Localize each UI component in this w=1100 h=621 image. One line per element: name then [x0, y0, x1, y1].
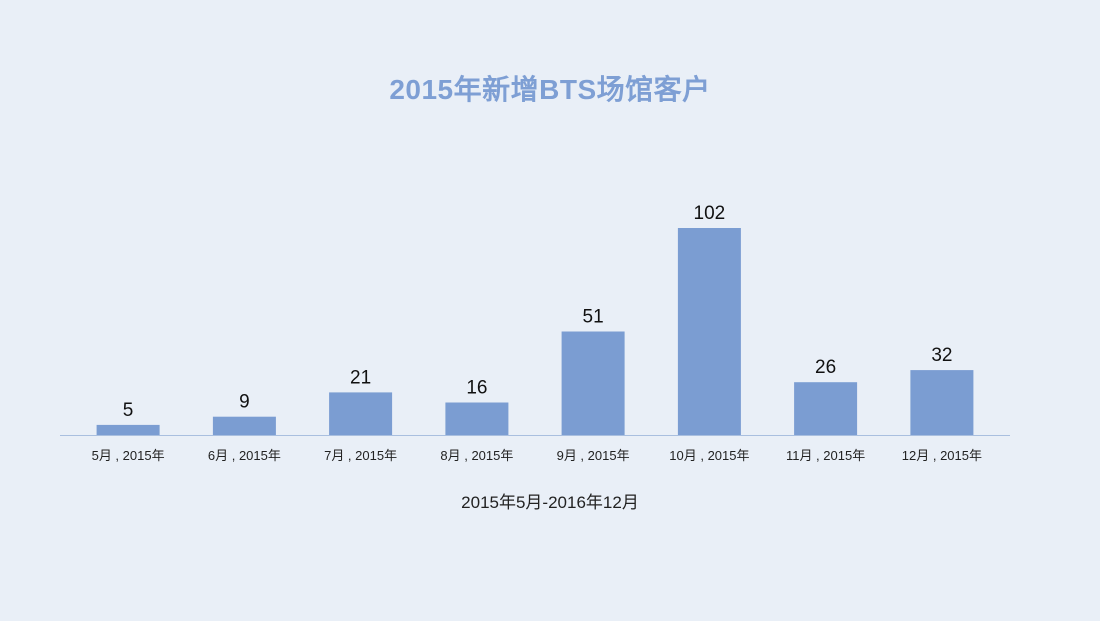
- value-labels-group: 5 9 21 16 51 102 26 32: [123, 203, 953, 421]
- value-label-3: 16: [466, 378, 487, 399]
- value-label-7: 32: [931, 345, 952, 366]
- value-label-0: 5: [123, 400, 134, 421]
- x-axis-title: 2015年5月-2016年12月: [461, 493, 639, 512]
- bar-4: [561, 331, 625, 435]
- bar-5: [677, 228, 741, 435]
- tick-labels-group: 5月 , 2015年 6月 , 2015年 7月 , 2015年 8月 , 2015年…: [92, 448, 982, 463]
- tick-label-2: 7月 , 2015年: [324, 448, 397, 463]
- tick-label-1: 6月 , 2015年: [208, 448, 281, 463]
- bars-group: [96, 228, 974, 435]
- chart-title: 2015年新增BTS场馆客户: [389, 74, 711, 105]
- bar-6: [794, 382, 858, 435]
- bar-3: [445, 402, 509, 435]
- bar-0: [96, 424, 160, 435]
- value-label-1: 9: [239, 392, 250, 413]
- value-label-4: 51: [583, 307, 604, 328]
- bar-1: [212, 416, 276, 435]
- value-label-2: 21: [350, 367, 371, 388]
- tick-label-0: 5月 , 2015年: [92, 448, 165, 463]
- bar-7: [910, 370, 974, 435]
- tick-label-4: 9月 , 2015年: [557, 448, 630, 463]
- tick-label-7: 12月 , 2015年: [902, 448, 982, 463]
- value-label-6: 26: [815, 357, 836, 378]
- value-label-5: 102: [694, 203, 726, 224]
- tick-label-3: 8月 , 2015年: [440, 448, 513, 463]
- tick-label-5: 10月 , 2015年: [669, 448, 749, 463]
- bar-2: [329, 392, 393, 435]
- tick-label-6: 11月 , 2015年: [786, 448, 865, 463]
